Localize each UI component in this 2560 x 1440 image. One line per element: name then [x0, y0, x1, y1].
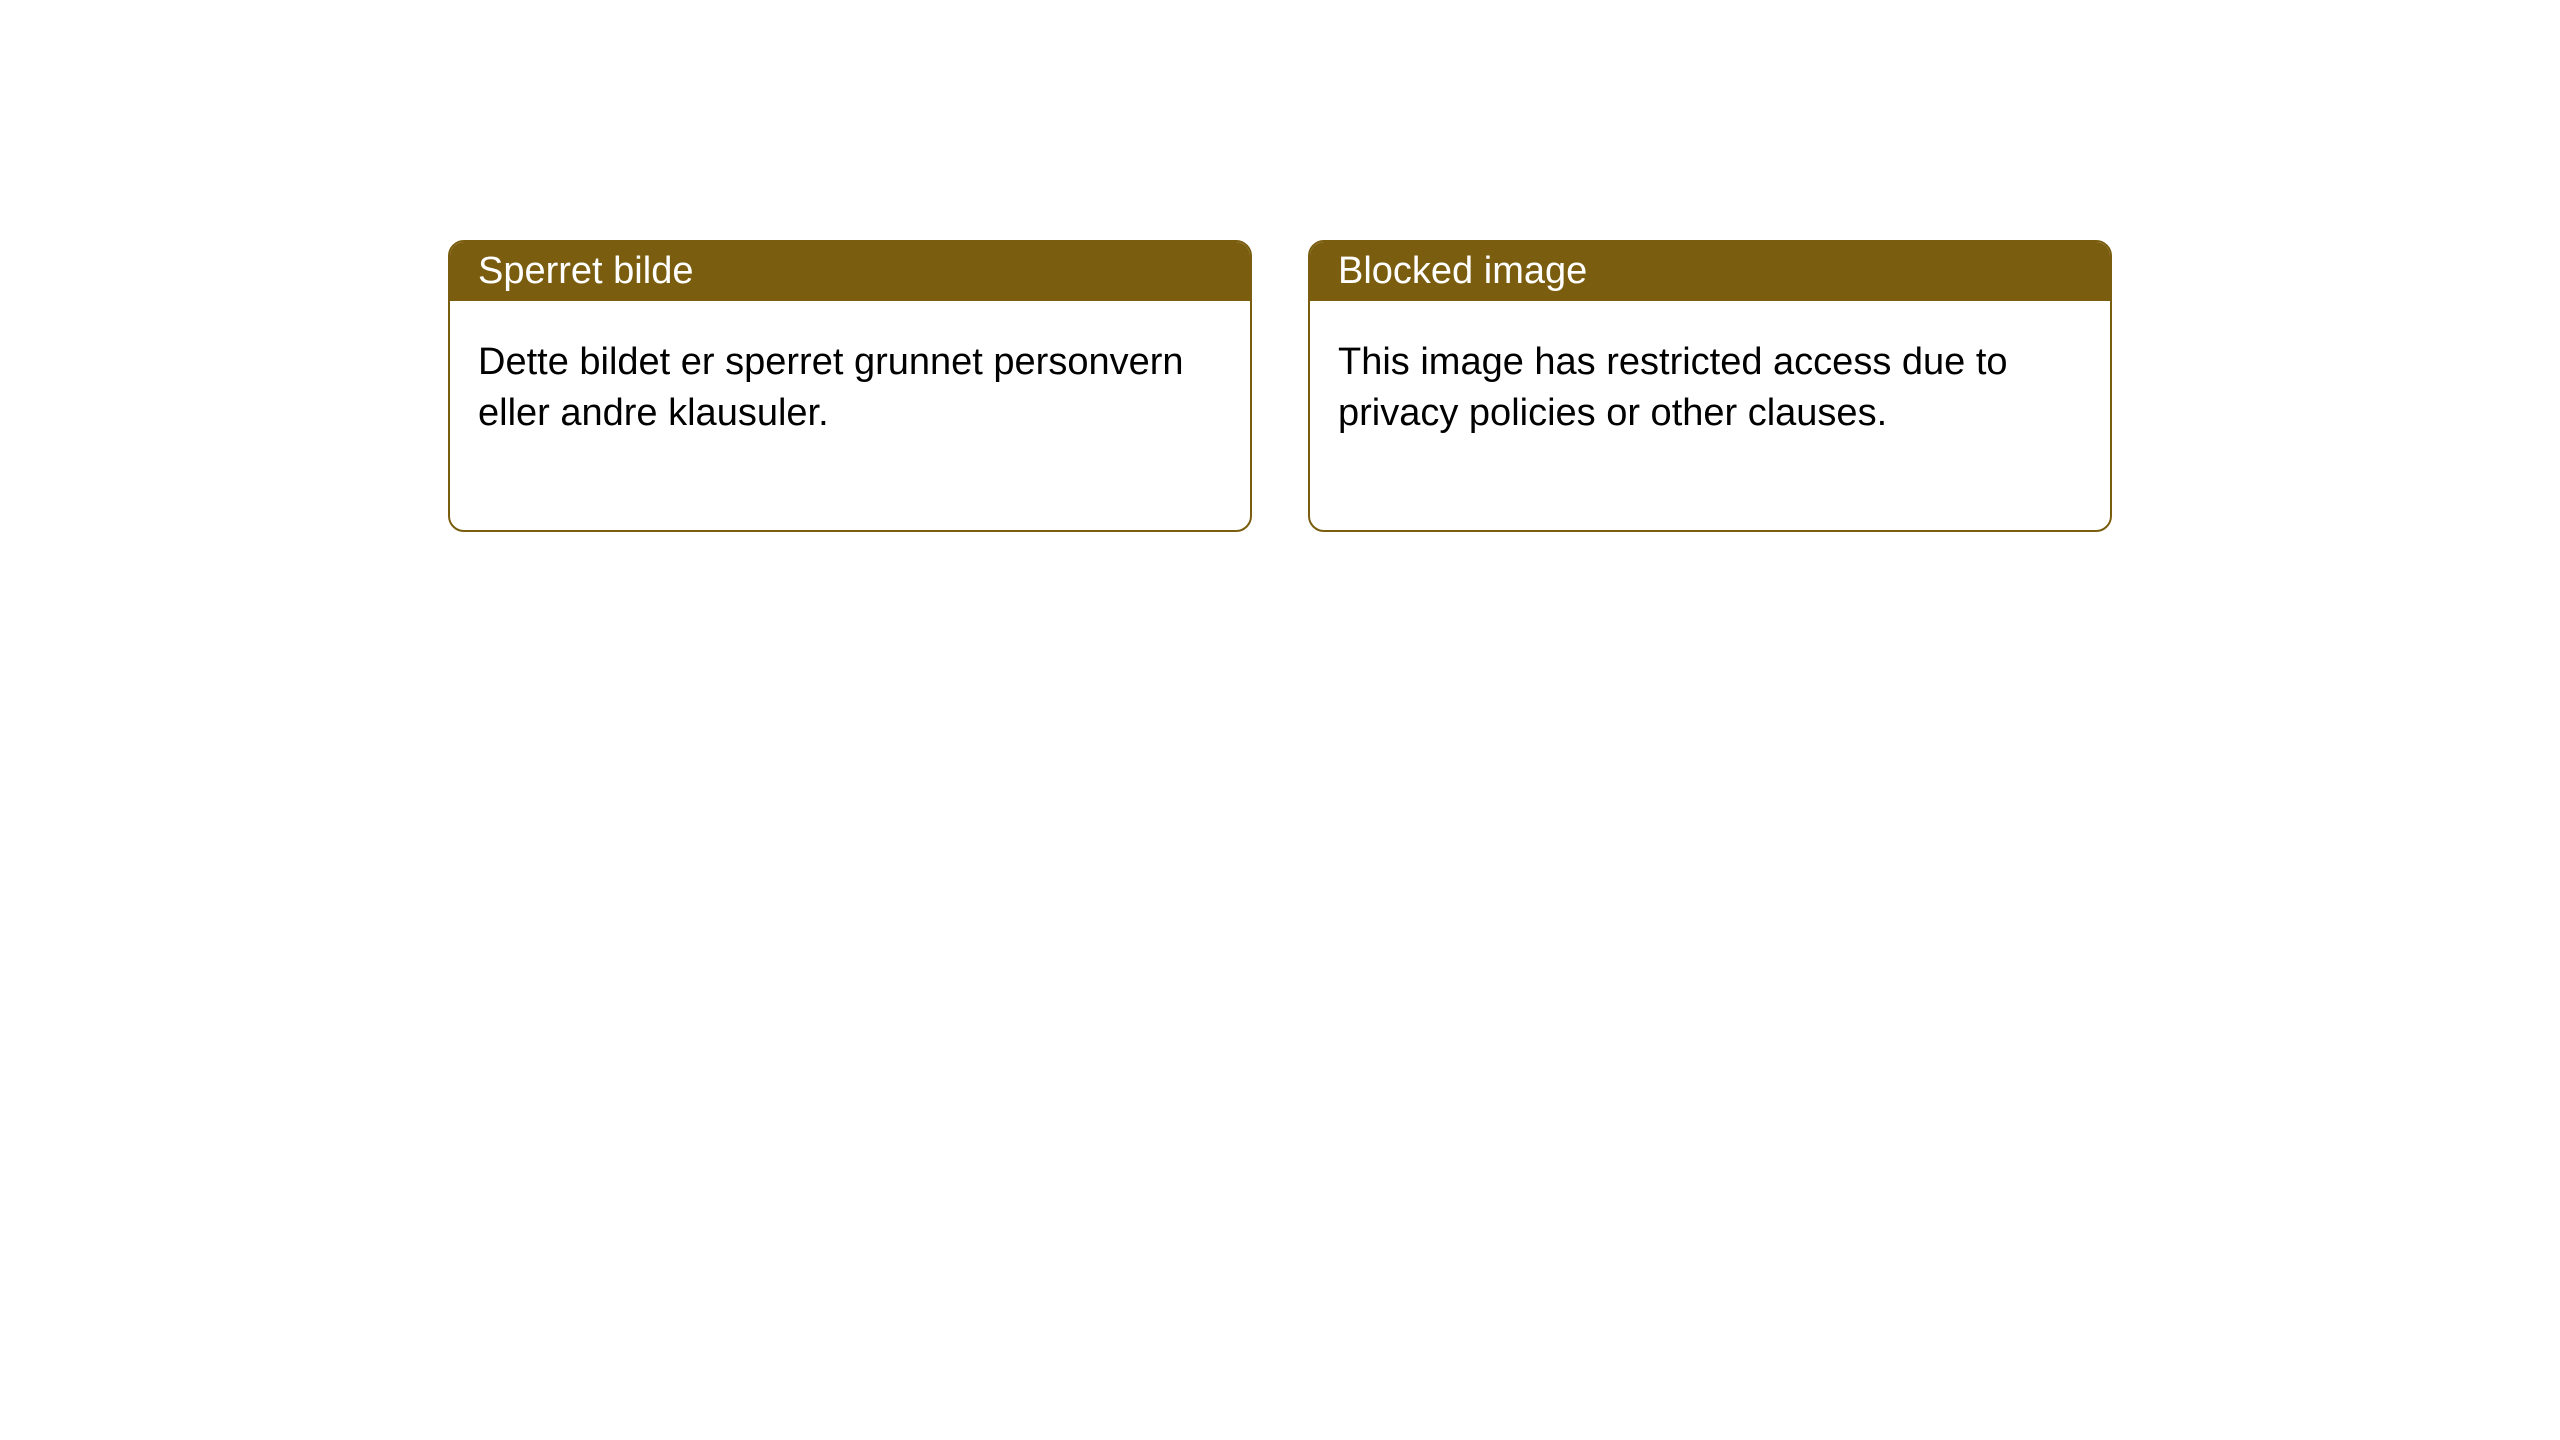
- notice-card-no: Sperret bilde Dette bildet er sperret gr…: [448, 240, 1252, 532]
- notice-card-no-title: Sperret bilde: [450, 242, 1250, 301]
- notice-card-en-title: Blocked image: [1310, 242, 2110, 301]
- notice-card-no-body: Dette bildet er sperret grunnet personve…: [450, 301, 1250, 530]
- notice-card-en-body: This image has restricted access due to …: [1310, 301, 2110, 530]
- notice-container: Sperret bilde Dette bildet er sperret gr…: [0, 0, 2560, 532]
- notice-card-en: Blocked image This image has restricted …: [1308, 240, 2112, 532]
